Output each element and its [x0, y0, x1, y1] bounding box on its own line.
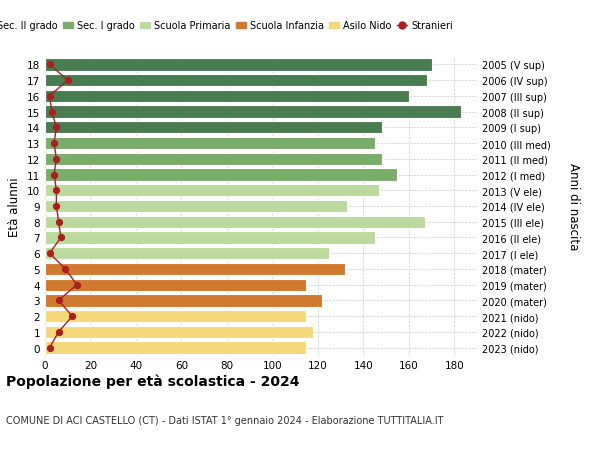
Point	[45, 344, 55, 352]
Point	[52, 156, 61, 163]
Bar	[45, 75, 427, 87]
Point	[72, 281, 82, 289]
Point	[67, 313, 77, 320]
Bar	[45, 216, 425, 229]
Point	[54, 329, 64, 336]
Point	[54, 218, 64, 226]
Bar	[45, 201, 347, 213]
Bar	[45, 106, 461, 118]
Bar	[45, 169, 397, 181]
Bar	[45, 279, 307, 291]
Point	[54, 297, 64, 304]
Point	[49, 140, 59, 147]
Bar	[45, 232, 374, 244]
Bar	[45, 138, 374, 150]
Point	[45, 93, 55, 101]
Bar	[45, 153, 382, 166]
Point	[63, 77, 73, 84]
Y-axis label: Età alunni: Età alunni	[8, 177, 22, 236]
Point	[52, 203, 61, 210]
Point	[47, 109, 56, 116]
Bar	[45, 295, 322, 307]
Bar	[45, 310, 307, 323]
Point	[49, 172, 59, 179]
Text: COMUNE DI ACI CASTELLO (CT) - Dati ISTAT 1° gennaio 2024 - Elaborazione TUTTITAL: COMUNE DI ACI CASTELLO (CT) - Dati ISTAT…	[6, 415, 443, 425]
Point	[52, 124, 61, 132]
Bar	[45, 342, 307, 354]
Bar	[45, 59, 431, 71]
Point	[56, 234, 66, 241]
Bar	[45, 247, 329, 260]
Bar	[45, 90, 409, 103]
Point	[52, 187, 61, 195]
Point	[61, 266, 70, 273]
Bar	[45, 263, 345, 275]
Point	[45, 62, 55, 69]
Y-axis label: Anni di nascita: Anni di nascita	[567, 163, 580, 250]
Bar	[45, 122, 382, 134]
Legend: Sec. II grado, Sec. I grado, Scuola Primaria, Scuola Infanzia, Asilo Nido, Stran: Sec. II grado, Sec. I grado, Scuola Prim…	[0, 17, 457, 35]
Bar	[45, 326, 313, 338]
Point	[45, 250, 55, 257]
Text: Popolazione per età scolastica - 2024: Popolazione per età scolastica - 2024	[6, 374, 299, 389]
Bar	[45, 185, 379, 197]
